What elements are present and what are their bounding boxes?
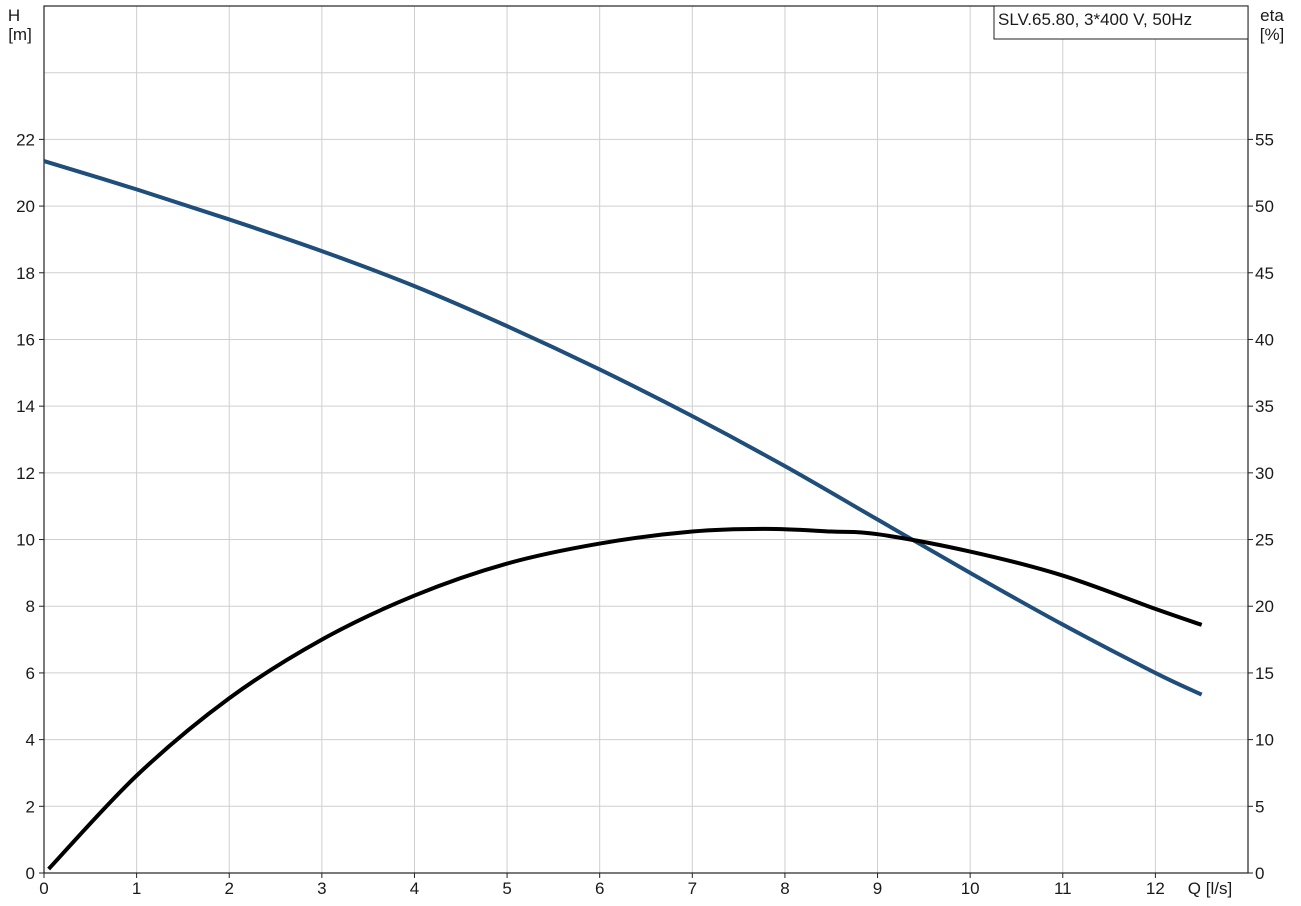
x-tick-label: 10 bbox=[961, 879, 980, 898]
efficiency-curve bbox=[47, 526, 1203, 871]
right-tick-label: 55 bbox=[1255, 130, 1274, 149]
head-curve bbox=[43, 159, 1203, 697]
left-tick-label: 16 bbox=[16, 330, 35, 349]
x-tick-label: 11 bbox=[1054, 879, 1072, 898]
left-tick-label: 20 bbox=[16, 197, 35, 216]
left-tick-label: 22 bbox=[16, 130, 35, 149]
right-axis-title-line2: [%] bbox=[1260, 25, 1285, 44]
series-layer bbox=[43, 159, 1203, 871]
left-tick-label: 2 bbox=[26, 797, 35, 816]
grid-lines bbox=[44, 6, 1248, 873]
legend-label: SLV.65.80, 3*400 V, 50Hz bbox=[998, 10, 1192, 29]
x-axis-title: Q [l/s] bbox=[1188, 879, 1232, 898]
right-tick-label: 50 bbox=[1255, 197, 1274, 216]
right-tick-label: 15 bbox=[1255, 664, 1274, 683]
x-axis-ticks: 0 1 2 3 4 5 6 7 8 9 10 11 12 bbox=[39, 873, 1165, 898]
left-tick-label: 10 bbox=[16, 531, 35, 550]
x-tick-label: 8 bbox=[780, 879, 789, 898]
x-tick-label: 3 bbox=[317, 879, 326, 898]
legend-box: SLV.65.80, 3*400 V, 50Hz bbox=[993, 5, 1249, 40]
left-axis-title-line2: [m] bbox=[8, 25, 32, 44]
right-tick-label: 40 bbox=[1255, 330, 1274, 349]
x-tick-label: 1 bbox=[132, 879, 141, 898]
right-tick-label: 30 bbox=[1255, 464, 1274, 483]
right-tick-label: 10 bbox=[1255, 731, 1274, 750]
plot-frame bbox=[43, 5, 1249, 874]
x-tick-label: 5 bbox=[502, 879, 511, 898]
left-tick-label: 0 bbox=[26, 864, 35, 883]
left-tick-label: 4 bbox=[26, 731, 35, 750]
right-tick-label: 35 bbox=[1255, 397, 1274, 416]
right-tick-label: 45 bbox=[1255, 264, 1274, 283]
right-tick-label: 5 bbox=[1255, 797, 1264, 816]
x-tick-label: 9 bbox=[873, 879, 882, 898]
right-axis-title-line1: eta bbox=[1260, 6, 1284, 25]
right-tick-label: 20 bbox=[1255, 597, 1274, 616]
right-tick-label: 0 bbox=[1255, 864, 1264, 883]
right-axis-ticks: 0 5 10 15 20 25 30 35 40 45 50 55 bbox=[1248, 130, 1274, 883]
x-tick-label: 7 bbox=[688, 879, 697, 898]
legend-frame bbox=[993, 5, 1249, 40]
left-tick-label: 6 bbox=[26, 664, 35, 683]
x-tick-label: 4 bbox=[410, 879, 419, 898]
left-tick-label: 14 bbox=[16, 397, 35, 416]
left-tick-label: 18 bbox=[16, 264, 35, 283]
left-axis-title-line1: H bbox=[8, 6, 20, 25]
x-tick-label: 6 bbox=[595, 879, 604, 898]
left-tick-label: 8 bbox=[26, 597, 35, 616]
right-tick-label: 25 bbox=[1255, 531, 1274, 550]
left-tick-label: 12 bbox=[16, 464, 35, 483]
x-tick-label: 0 bbox=[39, 879, 48, 898]
x-tick-label: 2 bbox=[224, 879, 233, 898]
left-axis-ticks: 0 2 4 6 8 10 12 14 16 18 20 22 bbox=[16, 130, 44, 883]
x-tick-label: 12 bbox=[1146, 879, 1165, 898]
